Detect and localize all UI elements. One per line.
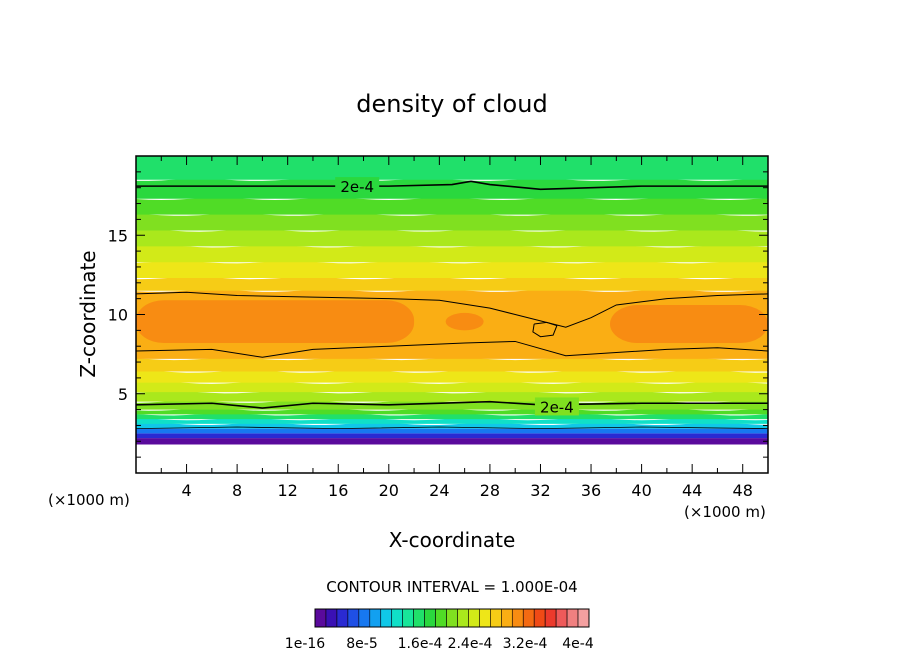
density-band bbox=[136, 381, 768, 393]
colorbar-cell bbox=[413, 608, 425, 628]
colorbar-frame bbox=[314, 608, 590, 628]
colorbar-cell bbox=[533, 608, 546, 628]
density-maximum-region bbox=[610, 304, 768, 344]
colorbar-cell bbox=[347, 608, 360, 628]
colorbar-cell bbox=[325, 608, 338, 628]
x-tick-label: 4 bbox=[181, 481, 191, 500]
contour-line bbox=[135, 340, 769, 358]
contour-line bbox=[135, 291, 769, 328]
colorbar-cell bbox=[490, 608, 502, 628]
colorbar-cell bbox=[314, 608, 327, 628]
colorbar-labels: 1e-16 8e-5 1.6e-4 2.4e-4 3.2e-4 4e-4 bbox=[285, 636, 594, 652]
density-band bbox=[136, 444, 768, 473]
colorbar-cell bbox=[566, 608, 579, 628]
plot-area: 2e-4 2e-4 bbox=[135, 155, 769, 474]
density-band bbox=[136, 390, 768, 402]
density-band bbox=[136, 156, 768, 180]
x-unit-right: (×1000 m) bbox=[684, 503, 766, 521]
y-tick-label: 15 bbox=[108, 226, 128, 245]
density-band bbox=[136, 276, 768, 291]
colorbar-cell bbox=[544, 608, 557, 628]
contour-label: 2e-4 bbox=[540, 398, 574, 416]
contour-label-bg bbox=[335, 177, 380, 196]
x-tick-label: 12 bbox=[278, 481, 298, 500]
x-tick-label: 40 bbox=[631, 481, 651, 500]
x-tick-label: 20 bbox=[379, 481, 399, 500]
density-band bbox=[136, 433, 768, 439]
x-axis-label: X-coordinate bbox=[389, 528, 516, 552]
density-band bbox=[136, 400, 768, 410]
density-band bbox=[136, 197, 768, 215]
x-tick-label: 8 bbox=[232, 481, 242, 500]
contour-labels: 2e-4 2e-4 bbox=[335, 177, 579, 416]
colorbar-cell bbox=[380, 608, 393, 628]
x-tick-label: 36 bbox=[581, 481, 601, 500]
colorbar-cell bbox=[479, 608, 491, 628]
contour-label: 2e-4 bbox=[340, 178, 374, 196]
contour-interval-text: CONTOUR INTERVAL = 1.000E-04 bbox=[326, 578, 577, 596]
colorbar-cell bbox=[336, 608, 349, 628]
colorbar-tick-label: 4e-4 bbox=[562, 636, 594, 652]
x-tick-label: 44 bbox=[682, 481, 702, 500]
x-unit-left: (×1000 m) bbox=[48, 491, 130, 509]
colorbar-cell bbox=[555, 608, 568, 628]
contour-line bbox=[136, 180, 768, 191]
colorbar-cell bbox=[424, 608, 436, 628]
density-band bbox=[136, 408, 768, 415]
density-band bbox=[136, 229, 768, 247]
density-band bbox=[136, 357, 768, 372]
x-tick-label: 48 bbox=[733, 481, 753, 500]
density-band bbox=[136, 245, 768, 263]
y-tick-label: 5 bbox=[118, 385, 128, 404]
chart-title: density of cloud bbox=[356, 90, 547, 118]
colorbar bbox=[314, 608, 590, 628]
colorbar-tick-label: 3.2e-4 bbox=[503, 636, 548, 652]
density-maximum-region bbox=[445, 312, 484, 331]
colorbar-cell bbox=[358, 608, 371, 628]
colorbar-tick-label: 1.6e-4 bbox=[398, 636, 443, 652]
density-band bbox=[136, 261, 768, 279]
colorbar-cell bbox=[391, 608, 403, 628]
contour-line bbox=[135, 400, 768, 409]
x-axis-ticks: 4 8 12 16 20 24 28 32 36 40 44 48 bbox=[160, 156, 753, 500]
contour-lines bbox=[135, 180, 769, 430]
x-tick-label: 32 bbox=[530, 481, 550, 500]
y-tick-label: 10 bbox=[108, 306, 128, 325]
colorbar-cell bbox=[501, 608, 513, 628]
density-maximum-regions bbox=[136, 300, 768, 344]
y-axis-label: Z-coordinate bbox=[76, 250, 100, 377]
colorbar-tick-label: 1e-16 bbox=[285, 636, 325, 652]
colorbar-tick-label: 2.4e-4 bbox=[448, 636, 493, 652]
colorbar-cell bbox=[522, 608, 535, 628]
contour-line bbox=[532, 321, 558, 338]
contour-line bbox=[135, 426, 769, 430]
colorbar-cell bbox=[369, 608, 382, 628]
density-band bbox=[136, 417, 768, 424]
colorbar-cell bbox=[511, 608, 524, 628]
x-tick-label: 24 bbox=[429, 481, 449, 500]
colorbar-cell bbox=[468, 608, 480, 628]
colorbar-cell bbox=[435, 608, 447, 628]
colorbar-cell bbox=[577, 608, 590, 628]
y-axis-ticks: 5 10 15 bbox=[108, 171, 768, 458]
density-band bbox=[136, 428, 768, 434]
density-band bbox=[136, 370, 768, 383]
colorbar-cell bbox=[457, 608, 469, 628]
x-tick-label: 28 bbox=[480, 481, 500, 500]
density-maximum-region bbox=[136, 300, 415, 344]
density-band bbox=[136, 213, 768, 231]
colorbar-cell bbox=[402, 608, 414, 628]
colorbar-cell bbox=[446, 608, 458, 628]
x-tick-label: 16 bbox=[328, 481, 348, 500]
colorbar-tick-label: 8e-5 bbox=[346, 636, 377, 652]
density-band bbox=[136, 438, 768, 445]
contour-label-bg bbox=[534, 397, 579, 416]
density-band bbox=[136, 178, 768, 199]
density-band bbox=[136, 413, 768, 420]
